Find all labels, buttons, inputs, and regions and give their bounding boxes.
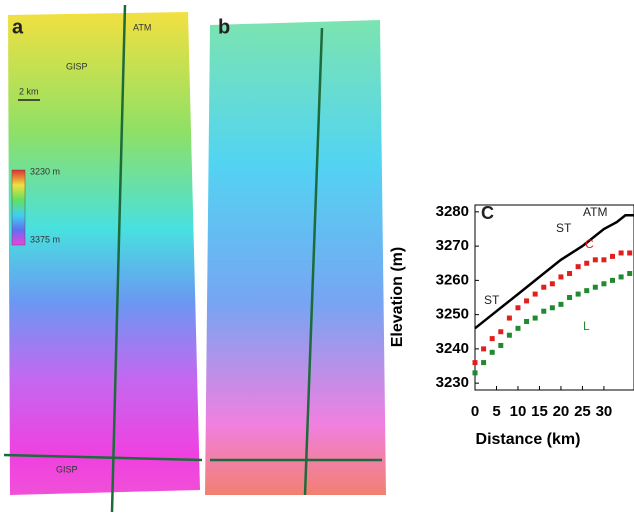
track-line [3, 453, 203, 462]
y-tick-label: 3260 [436, 271, 469, 288]
x-tick-label: 15 [531, 403, 548, 420]
point [627, 250, 633, 256]
point [532, 315, 538, 321]
track-line [110, 4, 127, 513]
point [601, 281, 607, 287]
point [567, 295, 573, 300]
map-b [205, 20, 386, 495]
y-axis-label: Elevation (m) [389, 247, 406, 347]
point [489, 336, 495, 342]
annotation: ST [556, 221, 572, 235]
map-text: 2 km [19, 86, 39, 96]
map-text: GISP [56, 464, 78, 474]
x-tick-label: 25 [574, 403, 591, 420]
point [481, 360, 487, 366]
line [474, 214, 634, 330]
point [558, 274, 564, 280]
annotation: ATM [583, 205, 607, 219]
x-tick-label: 5 [492, 403, 500, 420]
point [481, 346, 487, 352]
y-tick-label: 3250 [436, 306, 469, 323]
point [498, 342, 504, 348]
y-tick-label: 3240 [436, 340, 469, 357]
color-bar [11, 169, 26, 246]
panel-label: c [481, 203, 494, 223]
point [601, 257, 607, 263]
point [558, 301, 564, 307]
point [575, 264, 581, 270]
point [584, 260, 590, 266]
point [575, 291, 581, 297]
x-tick-label: 20 [553, 403, 570, 420]
point [567, 271, 573, 277]
map-text: 3375 m [30, 234, 60, 244]
point [592, 284, 598, 290]
map-text: 3230 m [30, 166, 60, 176]
point [515, 305, 521, 311]
track-line [303, 27, 324, 496]
point [472, 370, 478, 376]
x-tick-label: 0 [471, 403, 479, 420]
x-axis-label: Distance (km) [476, 431, 581, 448]
annotation: C [585, 237, 594, 251]
point [541, 308, 547, 314]
point [515, 325, 521, 331]
point [541, 284, 547, 290]
map-text: GISP [66, 61, 88, 71]
point [472, 360, 478, 366]
point [498, 329, 504, 335]
point [506, 315, 512, 321]
point [489, 349, 495, 355]
point [524, 318, 530, 324]
annotation: ST [484, 293, 500, 307]
point [627, 271, 633, 277]
map-a [8, 12, 200, 495]
point [506, 332, 512, 338]
annotation: L [583, 319, 590, 333]
point [618, 250, 624, 256]
y-tick-label: 3280 [436, 203, 469, 220]
point [610, 253, 616, 259]
point [618, 274, 624, 280]
x-tick-label: 10 [510, 403, 527, 420]
point [532, 291, 538, 297]
plot-frame [474, 204, 634, 391]
point [584, 288, 590, 294]
point [610, 277, 616, 283]
map-text: ATM [133, 22, 151, 32]
point [549, 305, 555, 311]
y-tick-label: 3230 [436, 374, 469, 391]
y-tick-label: 3270 [436, 237, 469, 254]
panel-label: a [12, 16, 24, 38]
point [592, 257, 598, 263]
panel-label: b [218, 16, 230, 38]
x-tick-label: 30 [596, 403, 613, 420]
point [524, 298, 530, 304]
point [549, 281, 555, 287]
